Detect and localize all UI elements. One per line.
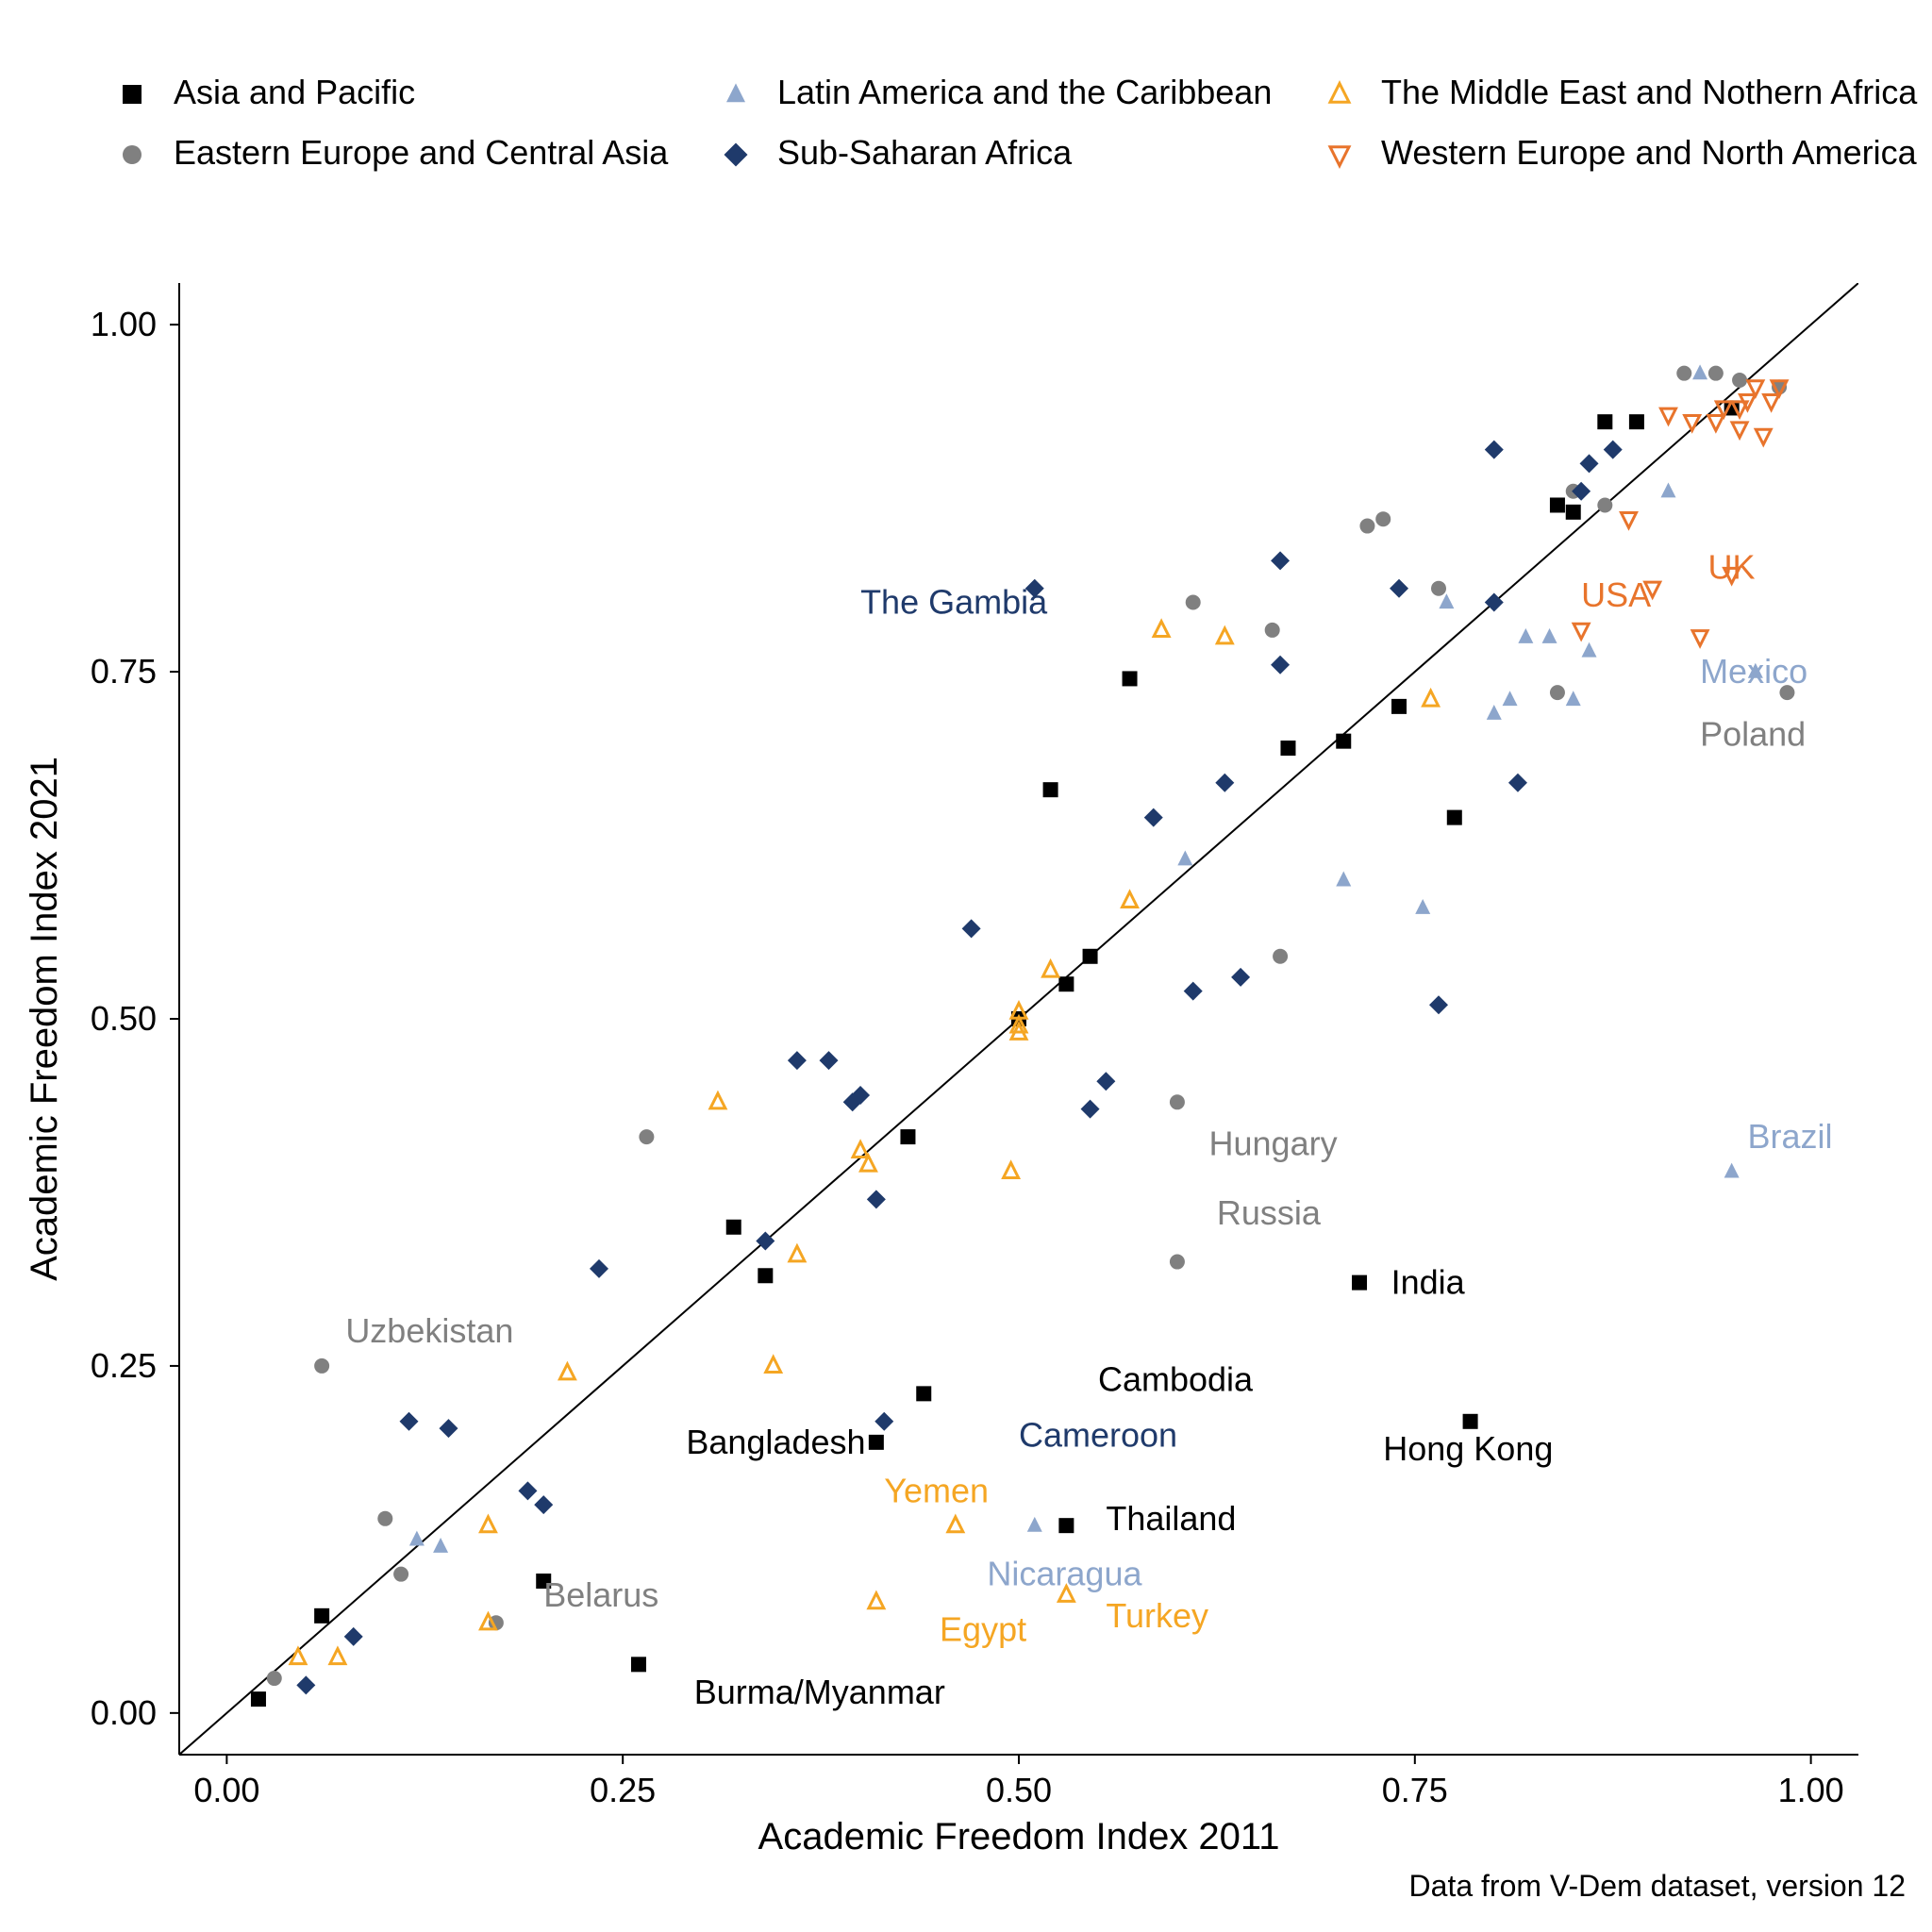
data-point [1336, 734, 1351, 749]
legend-label: Sub-Saharan Africa [777, 133, 1073, 172]
data-point [1447, 810, 1462, 825]
point-label: Cambodia [1098, 1360, 1254, 1399]
legend-label: Asia and Pacific [174, 73, 415, 111]
x-tick-label: 0.25 [590, 1771, 656, 1809]
data-point [1280, 741, 1295, 756]
data-point [1186, 594, 1201, 609]
legend-item: The Middle East and Nothern Africa [1330, 73, 1918, 111]
point-label: Hong Kong [1383, 1429, 1553, 1468]
point-label: Bangladesh [686, 1423, 865, 1461]
data-point [314, 1608, 329, 1624]
y-axis-label: Academic Freedom Index 2021 [24, 757, 65, 1281]
y-tick-label: 0.75 [91, 652, 157, 691]
y-tick-label: 0.25 [91, 1346, 157, 1385]
data-point [1431, 581, 1446, 596]
data-point [1629, 414, 1644, 429]
x-tick-label: 0.50 [986, 1771, 1052, 1809]
data-point [1123, 671, 1138, 686]
academic-freedom-scatter: Burma/Myanmar Cambodia Bangladesh Thailand I… [0, 0, 1932, 1932]
point-label: Thailand [1106, 1499, 1236, 1538]
data-point [1375, 511, 1391, 526]
data-point [916, 1386, 931, 1401]
data-point [1708, 366, 1724, 381]
data-point [1170, 1255, 1185, 1270]
data-point [1058, 1518, 1074, 1533]
data-point [251, 1691, 266, 1707]
legend-label: The Middle East and Nothern Africa [1381, 73, 1918, 111]
data-point [1058, 976, 1074, 991]
chart-caption: Data from V-Dem dataset, version 12 [1409, 1869, 1906, 1903]
point-label: Cameroon [1019, 1416, 1177, 1455]
point-label: India [1391, 1263, 1466, 1302]
point-label: The Gambia [860, 582, 1048, 621]
point-label: Yemen [884, 1471, 989, 1509]
point-label: Russia [1217, 1193, 1322, 1232]
point-label: Egypt [940, 1610, 1026, 1649]
data-point [1083, 949, 1098, 964]
data-point [267, 1671, 282, 1686]
data-point [1566, 505, 1581, 520]
data-point [1359, 519, 1374, 534]
data-point [1597, 497, 1612, 512]
data-point [1550, 497, 1565, 512]
data-point [1265, 623, 1280, 638]
data-point [639, 1129, 654, 1144]
data-point [393, 1567, 408, 1582]
data-point [1550, 685, 1565, 700]
point-label: UK [1707, 548, 1755, 587]
point-label: Mexico [1700, 652, 1807, 691]
point-label: Uzbekistan [345, 1311, 513, 1350]
data-point [1273, 949, 1288, 964]
y-tick-label: 0.00 [91, 1693, 157, 1732]
data-point [900, 1129, 915, 1144]
x-tick-label: 0.75 [1382, 1771, 1448, 1809]
data-point [1043, 782, 1058, 797]
legend-label: Western Europe and North America [1381, 133, 1918, 172]
data-point [726, 1220, 741, 1235]
y-tick-label: 0.50 [91, 999, 157, 1038]
point-label: Poland [1700, 714, 1806, 753]
data-point [869, 1435, 884, 1450]
x-tick-label: 0.00 [193, 1771, 259, 1809]
point-label: Hungary [1209, 1124, 1338, 1162]
x-axis-label: Academic Freedom Index 2011 [758, 1816, 1280, 1857]
legend-label: Latin America and the Caribbean [777, 73, 1272, 111]
data-point [1463, 1414, 1478, 1429]
data-point [758, 1268, 773, 1283]
y-tick-label: 1.00 [91, 305, 157, 343]
data-point [1170, 1094, 1185, 1109]
point-label: Turkey [1106, 1596, 1208, 1635]
data-point [1391, 699, 1407, 714]
legend-item: Western Europe and North America [1330, 133, 1918, 172]
point-label: Brazil [1747, 1117, 1832, 1156]
data-point [631, 1657, 646, 1672]
data-point [1597, 414, 1612, 429]
data-point [1676, 366, 1691, 381]
data-point [377, 1511, 392, 1526]
point-label: Nicaragua [987, 1555, 1142, 1593]
data-point [314, 1358, 329, 1374]
legend-label: Eastern Europe and Central Asia [174, 133, 669, 172]
point-label: Burma/Myanmar [694, 1673, 945, 1711]
x-tick-label: 1.00 [1778, 1771, 1844, 1809]
point-label: USA [1581, 575, 1651, 614]
data-point [1732, 373, 1747, 388]
data-point [1352, 1275, 1367, 1291]
legend-item: Eastern Europe and Central Asia [123, 133, 669, 172]
legend-item: Latin America and the Caribbean [726, 73, 1272, 111]
point-label: Belarus [543, 1575, 658, 1614]
